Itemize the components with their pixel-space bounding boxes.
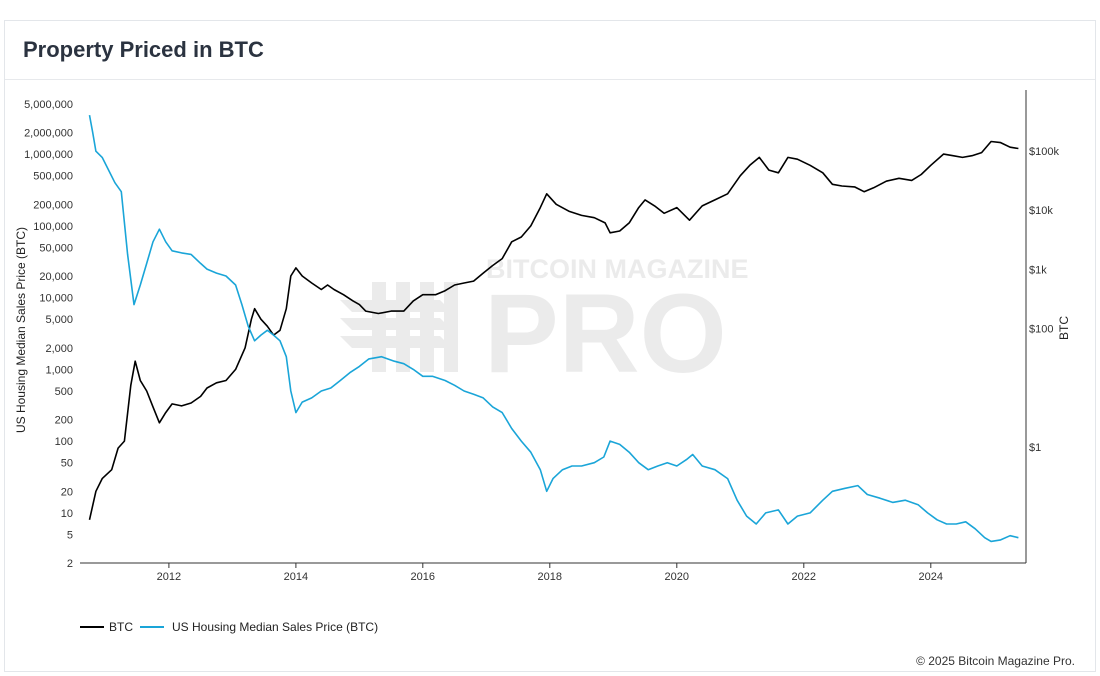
right-axis-title: BTC (1057, 316, 1071, 340)
legend-label-btc: BTC (109, 620, 133, 634)
legend: BTC US Housing Median Sales Price (BTC) (80, 620, 378, 634)
left-tick-label: 1,000,000 (24, 149, 73, 161)
left-tick-label: 200,000 (33, 199, 73, 211)
left-tick-label: 200 (55, 415, 73, 427)
watermark-line2: PRO (484, 271, 727, 396)
watermark: BITCOIN MAGAZINE PRO (340, 254, 749, 396)
x-tick-label: 2020 (665, 571, 689, 583)
x-axis-ticks: 2012 2014 2016 2018 2020 2022 2024 (157, 563, 943, 583)
x-tick-label: 2018 (538, 571, 562, 583)
left-tick-label: 100 (55, 436, 73, 448)
x-tick-label: 2022 (792, 571, 816, 583)
right-tick-label: $1k (1029, 264, 1047, 276)
right-tick-label: $100k (1029, 146, 1059, 158)
right-tick-label: $10k (1029, 205, 1053, 217)
left-tick-label: 500 (55, 386, 73, 398)
series-layer (88, 114, 1019, 543)
left-tick-label: 500,000 (33, 171, 73, 183)
legend-item-btc[interactable]: BTC (80, 620, 133, 634)
left-tick-label: 5 (67, 530, 73, 542)
x-tick-label: 2016 (411, 571, 435, 583)
x-tick-label: 2012 (157, 571, 181, 583)
page-title: Property Priced in BTC (23, 37, 264, 62)
left-tick-label: 2 (67, 558, 73, 570)
watermark-logo-icon (340, 282, 458, 372)
left-tick-label: 10,000 (39, 293, 73, 305)
left-axis-ticks: 5,000,000 2,000,000 1,000,000 500,000 200,00… (24, 99, 73, 570)
left-tick-label: 50 (61, 458, 73, 470)
left-tick-label: 100,000 (33, 221, 73, 233)
right-axis-ticks: $100k $10k $1k $100 $1 (1029, 146, 1059, 454)
left-tick-label: 2,000,000 (24, 128, 73, 140)
series-line-housing (88, 114, 1019, 543)
left-tick-label: 2,000 (45, 343, 73, 355)
series-line-btc (88, 140, 1019, 520)
right-tick-label: $1 (1029, 442, 1041, 454)
legend-label-housing: US Housing Median Sales Price (BTC) (172, 620, 378, 634)
x-tick-label: 2014 (284, 571, 308, 583)
watermark-line1: BITCOIN MAGAZINE (486, 254, 749, 284)
left-tick-label: 20,000 (39, 271, 73, 283)
left-tick-label: 5,000,000 (24, 99, 73, 111)
legend-item-housing[interactable]: US Housing Median Sales Price (BTC) (140, 620, 378, 634)
right-tick-label: $100 (1029, 324, 1053, 336)
x-tick-label: 2024 (919, 571, 943, 583)
copyright-text: © 2025 Bitcoin Magazine Pro. (916, 654, 1075, 668)
chart-header: Property Priced in BTC (5, 21, 1095, 80)
left-tick-label: 50,000 (39, 243, 73, 255)
left-tick-label: 10 (61, 508, 73, 520)
left-tick-label: 1,000 (45, 364, 73, 376)
left-tick-label: 20 (61, 486, 73, 498)
left-tick-label: 5,000 (45, 314, 73, 326)
left-axis-title: US Housing Median Sales Price (BTC) (14, 227, 28, 433)
